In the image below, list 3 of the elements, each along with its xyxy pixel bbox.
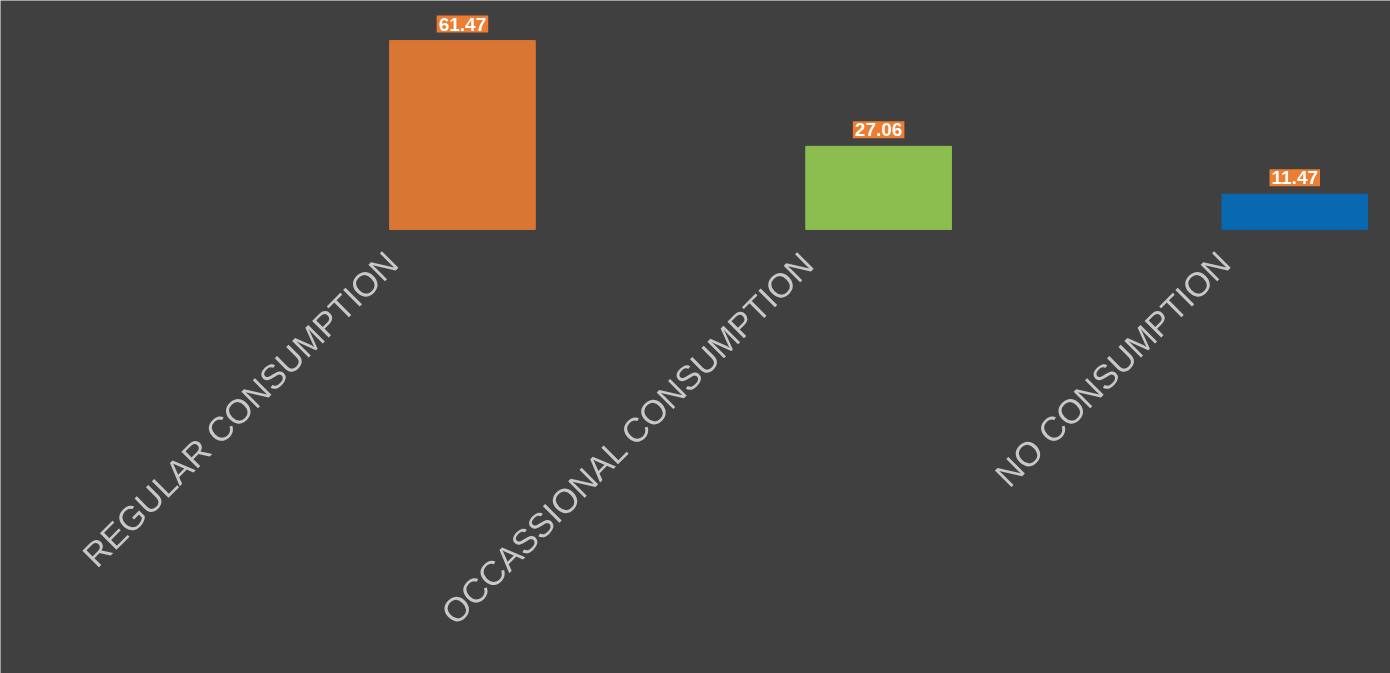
data-label: 61.47 — [438, 13, 487, 35]
data-label: 27.06 — [854, 119, 903, 141]
data-label: 11.47 — [1271, 167, 1319, 189]
